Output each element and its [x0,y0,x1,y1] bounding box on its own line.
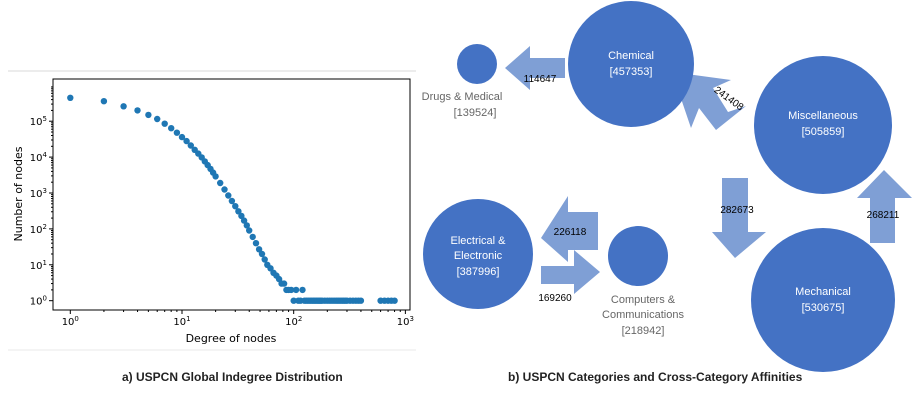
y-tick-label: 101 [30,259,47,272]
misc-value: [505859] [802,126,845,138]
data-point [238,212,245,220]
data-points [67,94,398,304]
data-point [120,103,127,110]
node-miscellaneous [754,56,892,194]
data-point [258,250,266,258]
data-point [173,129,181,136]
data-point [154,115,161,123]
x-tick-label: 100 [62,315,79,328]
node-computers-communications [608,226,668,286]
y-tick-label: 105 [30,115,47,128]
arrow-chemical-to-drugs [505,46,565,90]
data-point [145,111,152,119]
category-diagram: Chemical [457353] Miscellaneous [505859]… [422,1,912,372]
edge-value-mechanical-misc: 268211 [867,210,900,221]
electrical-label-line2: Electronic [454,250,503,262]
arrow-misc-to-chemical [672,72,746,130]
data-point [280,280,288,287]
x-tick-label: 102 [285,315,302,328]
data-point [357,297,365,304]
node-electrical-electronic [423,199,533,309]
x-tick-label: 103 [397,315,414,328]
drugs-value: [139524] [454,107,497,119]
y-axis-ticks: 100 101 102 103 104 105 [30,86,53,308]
data-point [252,240,260,247]
data-point [290,297,297,304]
data-point [255,246,263,253]
data-point [212,173,219,180]
mechanical-value: [530675] [802,302,845,314]
misc-label: Miscellaneous [788,110,858,122]
edge-value-misc-mechanical: 282673 [720,205,754,216]
computers-value: [218942] [622,325,665,337]
data-point [100,98,108,105]
x-axis-ticks: 100 101 102 103 [62,310,414,328]
data-point [178,133,186,141]
data-point [299,286,306,294]
caption-a: a) USPCN Global Indegree Distribution [122,370,343,384]
data-point [228,197,236,205]
computers-label-line1: Computers & [611,294,676,306]
data-point [168,125,175,132]
data-point [225,192,232,199]
data-point [292,286,300,294]
drugs-label: Drugs & Medical [422,91,503,103]
data-point [288,286,295,294]
data-point [261,256,268,263]
y-axis-label: Number of nodes [12,146,25,241]
data-point [217,179,224,187]
caption-b: b) USPCN Categories and Cross-Category A… [508,370,803,384]
arrow-electrical-to-computers [541,250,600,294]
arrow-computers-to-electrical [541,196,598,262]
data-point [183,137,190,145]
data-point [161,120,168,127]
computers-label-line2: Communications [602,309,684,321]
node-chemical [568,1,694,127]
edge-value-computers-electrical: 226118 [554,227,587,238]
data-point [221,186,228,193]
data-point [67,94,74,102]
data-point [267,265,274,272]
node-mechanical [751,228,895,372]
data-point [134,107,141,114]
edge-value-electrical-computers: 169260 [538,293,572,304]
plot-frame [52,78,411,311]
arrow-misc-to-mechanical [712,178,766,258]
y-tick-label: 103 [30,187,47,200]
y-tick-label: 102 [30,223,47,236]
scatter-chart: 100 101 102 103 100 101 102 103 104 105 Degree o… [12,78,414,345]
data-point [249,233,256,241]
edge-value-chemical-drugs: 114647 [524,74,557,85]
chemical-value: [457353] [610,66,653,78]
x-axis-label: Degree of nodes [186,332,277,345]
data-point [391,297,398,304]
data-point [235,208,242,215]
chemical-label: Chemical [608,50,654,62]
electrical-label-line1: Electrical & [450,235,506,247]
data-point [187,142,194,149]
node-drugs-medical [457,44,497,84]
mechanical-label: Mechanical [795,286,851,298]
x-tick-label: 101 [173,315,190,328]
data-point [246,227,253,234]
electrical-value: [387996] [457,266,500,278]
data-point [243,222,250,229]
y-tick-label: 100 [30,295,47,308]
data-point [240,217,248,224]
y-tick-label: 104 [30,151,48,164]
arrow-mechanical-to-misc [857,170,912,243]
data-point [232,203,239,210]
